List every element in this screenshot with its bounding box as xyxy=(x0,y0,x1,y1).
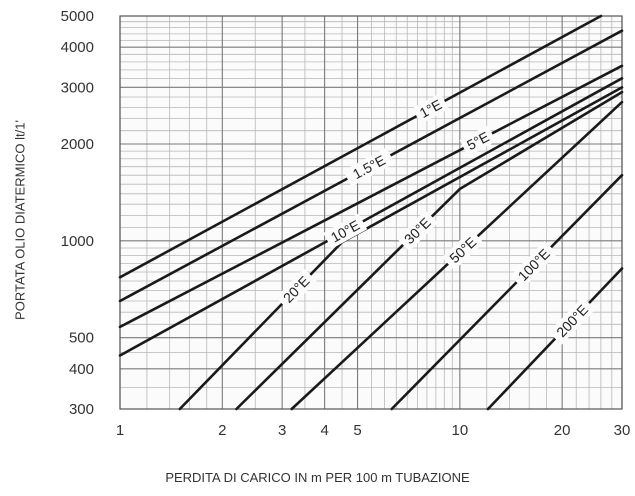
curve-line xyxy=(235,90,624,411)
plot-area xyxy=(120,16,622,409)
x-tick-label: 5 xyxy=(353,422,361,439)
x-tick-label: 30 xyxy=(614,422,631,439)
tick-labels: 1 2 3 4 5 10 20 30 300 400 500 1000 2000 3000 4000 5000 xyxy=(61,8,631,439)
curve-label-bg xyxy=(343,147,395,187)
y-tick-label: 3000 xyxy=(61,79,94,96)
curve-line xyxy=(390,173,624,411)
x-tick-label: 1 xyxy=(116,422,124,439)
y-axis-label: PORTATA OLIO DIATERMICO lt/1' xyxy=(12,120,28,320)
curve-label-bg xyxy=(275,268,317,311)
curve-line xyxy=(118,14,603,279)
curve-line xyxy=(486,267,624,411)
y-tick-label: 1000 xyxy=(61,233,94,250)
y-tick-label: 2000 xyxy=(61,136,94,153)
curve-line xyxy=(118,77,624,357)
y-tick-label: 300 xyxy=(69,401,94,418)
x-tick-label: 4 xyxy=(320,422,328,439)
x-axis-label: PERDITA DI CARICO IN m PER 100 m TUBAZIO… xyxy=(165,470,470,485)
curve-label-bg xyxy=(396,210,439,252)
x-tick-label: 3 xyxy=(278,422,286,439)
curve-label-bg xyxy=(323,213,368,249)
y-tick-label: 400 xyxy=(69,361,94,378)
x-tick-label: 2 xyxy=(218,422,226,439)
plot-frame xyxy=(119,15,623,410)
curve-label-bg xyxy=(412,93,449,125)
x-tick-label: 20 xyxy=(554,422,571,439)
y-tick-label: 500 xyxy=(69,330,94,347)
y-tick-label: 4000 xyxy=(61,39,94,56)
curve-label-bg xyxy=(548,296,596,345)
x-tick-label: 10 xyxy=(452,422,469,439)
curve-label-bg xyxy=(459,125,497,157)
curve-label-bg xyxy=(441,229,484,271)
curve-line xyxy=(118,64,624,329)
y-tick-label: 5000 xyxy=(61,8,94,25)
curve-label-bg xyxy=(510,240,558,289)
